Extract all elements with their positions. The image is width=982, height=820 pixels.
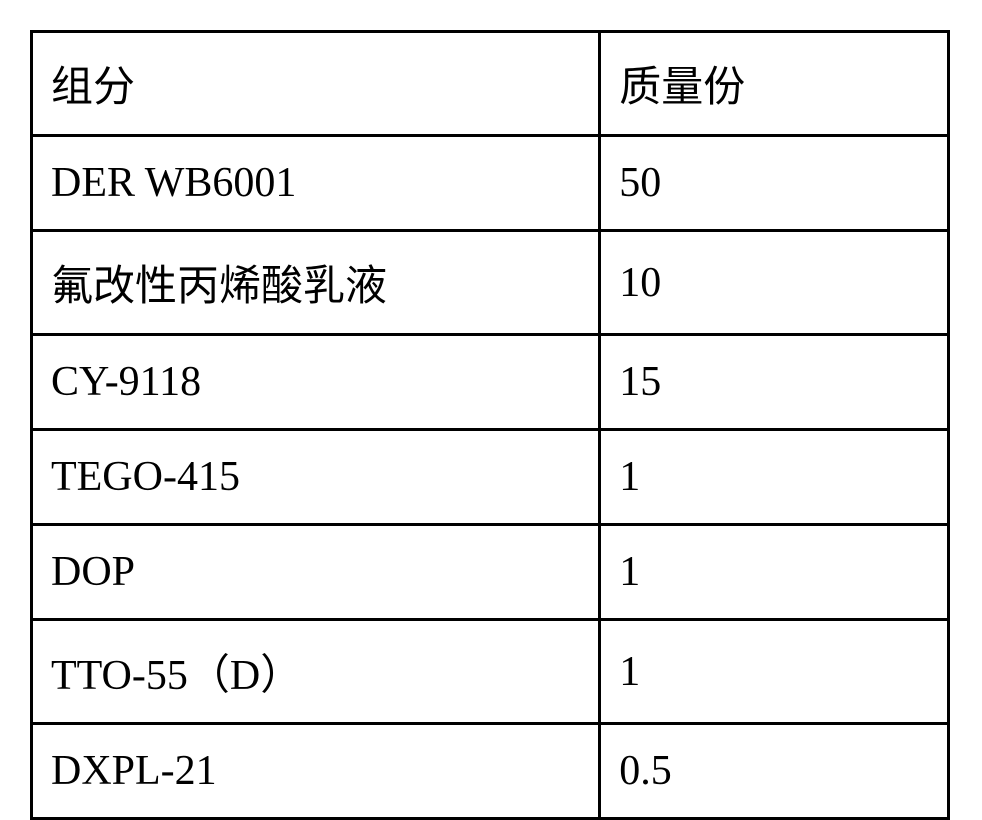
cell-component: DER WB6001 [32, 136, 600, 231]
table-row: CY-9118 15 [32, 335, 949, 430]
table-row: DOP 1 [32, 525, 949, 620]
cell-component: TTO-55（D） [32, 620, 600, 724]
cell-amount: 15 [600, 335, 949, 430]
cell-amount: 1 [600, 525, 949, 620]
composition-table: 组分 质量份 DER WB6001 50 氟改性丙烯酸乳液 10 CY-9118… [30, 30, 950, 820]
cell-component: TEGO-415 [32, 430, 600, 525]
table-row: DXPL-21 0.5 [32, 724, 949, 819]
cell-component: 氟改性丙烯酸乳液 [32, 231, 600, 335]
table-row: 氟改性丙烯酸乳液 10 [32, 231, 949, 335]
cell-component: DXPL-21 [32, 724, 600, 819]
cell-amount: 0.5 [600, 724, 949, 819]
cell-amount: 1 [600, 620, 949, 724]
table-header-row: 组分 质量份 [32, 32, 949, 136]
cell-component: CY-9118 [32, 335, 600, 430]
cell-component: DOP [32, 525, 600, 620]
header-amount: 质量份 [600, 32, 949, 136]
table-row: DER WB6001 50 [32, 136, 949, 231]
cell-amount: 10 [600, 231, 949, 335]
table-row: TEGO-415 1 [32, 430, 949, 525]
cell-amount: 1 [600, 430, 949, 525]
header-component: 组分 [32, 32, 600, 136]
table-row: TTO-55（D） 1 [32, 620, 949, 724]
cell-amount: 50 [600, 136, 949, 231]
